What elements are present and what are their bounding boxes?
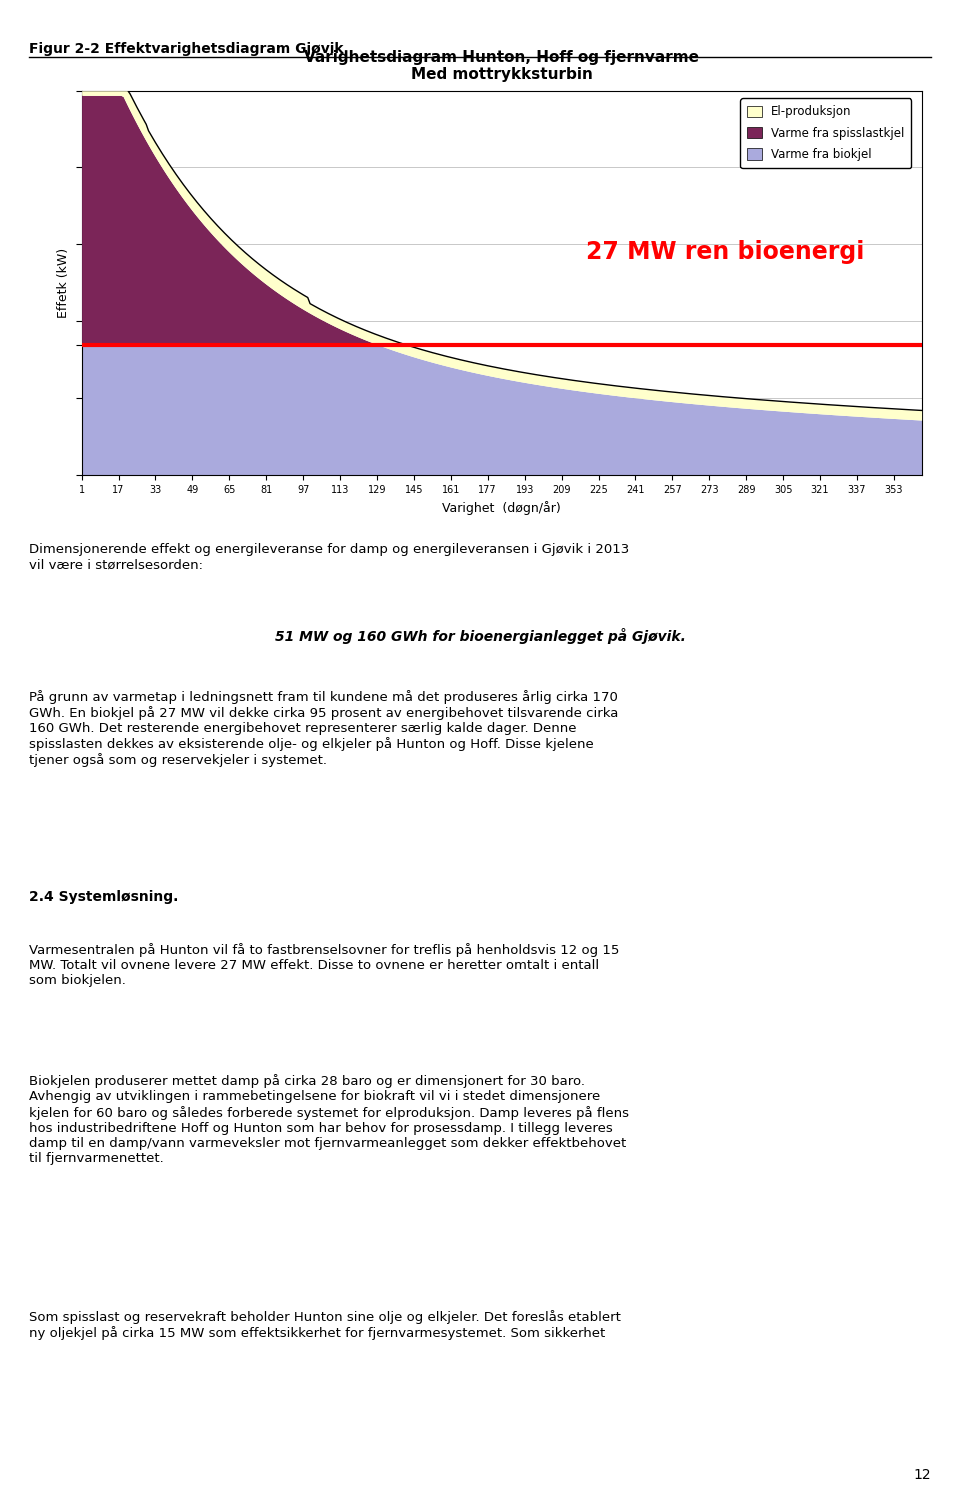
Text: På grunn av varmetap i ledningsnett fram til kundene må det produseres årlig cir: På grunn av varmetap i ledningsnett fram…: [29, 690, 618, 767]
Text: 2.4 Systemløsning.: 2.4 Systemløsning.: [29, 890, 179, 904]
Title: Varighetsdiagram Hunton, Hoff og fjernvarme
Med mottrykksturbin: Varighetsdiagram Hunton, Hoff og fjernva…: [304, 50, 699, 83]
Text: Figur 2-2 Effektvarighetsdiagram Gjøvik.: Figur 2-2 Effektvarighetsdiagram Gjøvik.: [29, 42, 348, 56]
Text: Som spisslast og reservekraft beholder Hunton sine olje og elkjeler. Det foreslå: Som spisslast og reservekraft beholder H…: [29, 1310, 621, 1340]
Text: 51 MW og 160 GWh for bioenergianlegget på Gjøvik.: 51 MW og 160 GWh for bioenergianlegget p…: [275, 628, 685, 644]
Y-axis label: Effetk (kW): Effetk (kW): [58, 247, 70, 318]
Text: Varmesentralen på Hunton vil få to fastbrenselsovner for treflis på henholdsvis : Varmesentralen på Hunton vil få to fastb…: [29, 943, 619, 987]
Text: 12: 12: [914, 1468, 931, 1482]
Text: Dimensjonerende effekt og energileveranse for damp og energileveransen i Gjøvik : Dimensjonerende effekt og energileverans…: [29, 543, 629, 572]
Legend: El-produksjon, Varme fra spisslastkjel, Varme fra biokjel: El-produksjon, Varme fra spisslastkjel, …: [740, 98, 911, 167]
Text: 27 MW ren bioenergi: 27 MW ren bioenergi: [586, 240, 864, 264]
Text: Biokjelen produserer mettet damp på cirka 28 baro og er dimensjonert for 30 baro: Biokjelen produserer mettet damp på cirk…: [29, 1074, 629, 1165]
X-axis label: Varighet  (døgn/år): Varighet (døgn/år): [443, 501, 561, 515]
